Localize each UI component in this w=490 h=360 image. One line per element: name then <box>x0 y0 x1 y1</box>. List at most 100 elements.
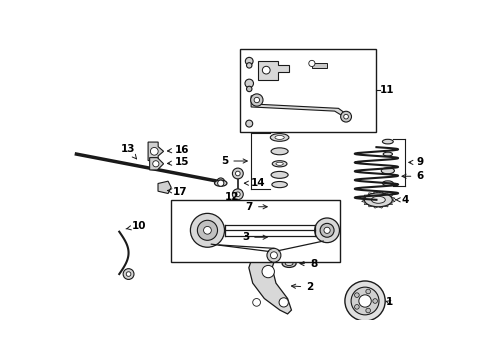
Bar <box>241 49 376 132</box>
Bar <box>271 215 288 257</box>
Polygon shape <box>362 200 366 202</box>
Circle shape <box>217 178 224 186</box>
Circle shape <box>344 114 348 119</box>
Circle shape <box>320 223 334 237</box>
Text: 14: 14 <box>245 178 266 188</box>
Polygon shape <box>259 61 290 80</box>
Circle shape <box>324 227 330 233</box>
Polygon shape <box>148 142 164 161</box>
Polygon shape <box>368 193 373 195</box>
Text: 13: 13 <box>121 144 137 159</box>
Circle shape <box>232 189 243 200</box>
Text: 5: 5 <box>221 156 247 166</box>
Circle shape <box>315 218 340 243</box>
Bar <box>273 215 276 257</box>
Polygon shape <box>158 181 171 194</box>
Circle shape <box>373 299 377 303</box>
Polygon shape <box>378 192 384 193</box>
Polygon shape <box>391 200 395 202</box>
Circle shape <box>355 293 359 297</box>
Circle shape <box>275 203 284 211</box>
Text: 12: 12 <box>225 192 240 202</box>
Circle shape <box>153 161 159 167</box>
Circle shape <box>150 148 158 155</box>
Circle shape <box>279 298 288 307</box>
Circle shape <box>309 60 315 67</box>
Ellipse shape <box>215 180 227 186</box>
Circle shape <box>191 213 224 247</box>
Polygon shape <box>149 158 164 170</box>
Bar <box>172 200 341 262</box>
Circle shape <box>345 281 385 321</box>
Circle shape <box>366 308 370 313</box>
Text: 17: 17 <box>168 186 188 197</box>
Circle shape <box>126 272 131 276</box>
Polygon shape <box>391 197 395 200</box>
Circle shape <box>245 79 253 87</box>
Polygon shape <box>378 206 384 208</box>
Polygon shape <box>251 96 350 118</box>
Polygon shape <box>384 205 388 207</box>
Circle shape <box>254 97 260 103</box>
Polygon shape <box>249 252 292 314</box>
Ellipse shape <box>276 162 283 165</box>
Text: 11: 11 <box>380 85 395 95</box>
Circle shape <box>246 63 252 68</box>
Circle shape <box>351 287 379 315</box>
Circle shape <box>250 94 263 106</box>
Text: 9: 9 <box>409 157 423 167</box>
Text: 6: 6 <box>402 171 423 181</box>
Ellipse shape <box>282 260 296 267</box>
Circle shape <box>341 111 351 122</box>
Circle shape <box>270 252 277 259</box>
Circle shape <box>203 226 211 234</box>
Polygon shape <box>368 205 373 207</box>
Polygon shape <box>373 192 378 193</box>
Ellipse shape <box>381 168 394 174</box>
Circle shape <box>246 120 253 127</box>
Circle shape <box>366 289 370 294</box>
Ellipse shape <box>275 135 284 139</box>
Polygon shape <box>373 206 378 208</box>
Circle shape <box>246 86 252 92</box>
Text: 10: 10 <box>126 221 146 231</box>
Polygon shape <box>388 195 392 197</box>
Ellipse shape <box>272 181 287 188</box>
Bar <box>312 63 327 68</box>
Polygon shape <box>362 197 366 200</box>
Text: 15: 15 <box>168 157 190 167</box>
Circle shape <box>245 57 253 65</box>
Polygon shape <box>364 195 368 197</box>
Text: 1: 1 <box>386 297 393 307</box>
Text: 7: 7 <box>245 202 267 212</box>
Ellipse shape <box>272 161 287 167</box>
Circle shape <box>197 220 218 240</box>
Ellipse shape <box>382 181 393 185</box>
Circle shape <box>359 295 371 307</box>
Ellipse shape <box>271 148 288 155</box>
Circle shape <box>123 269 134 279</box>
Circle shape <box>218 180 224 186</box>
Ellipse shape <box>371 196 385 203</box>
Circle shape <box>232 168 243 179</box>
Circle shape <box>236 192 240 197</box>
Circle shape <box>262 265 274 278</box>
Ellipse shape <box>270 134 289 141</box>
Circle shape <box>262 66 270 74</box>
Ellipse shape <box>271 203 288 211</box>
Ellipse shape <box>382 139 393 144</box>
Circle shape <box>267 248 281 262</box>
Circle shape <box>355 305 359 309</box>
Text: 3: 3 <box>242 232 267 242</box>
Text: 2: 2 <box>292 282 314 292</box>
Polygon shape <box>388 202 392 205</box>
Polygon shape <box>384 193 388 195</box>
Text: 4: 4 <box>395 195 409 205</box>
Ellipse shape <box>271 171 288 178</box>
Circle shape <box>253 298 261 306</box>
Polygon shape <box>364 202 368 205</box>
Text: 8: 8 <box>300 258 317 269</box>
Circle shape <box>236 171 240 176</box>
Text: 16: 16 <box>168 145 190 155</box>
Ellipse shape <box>383 152 392 156</box>
